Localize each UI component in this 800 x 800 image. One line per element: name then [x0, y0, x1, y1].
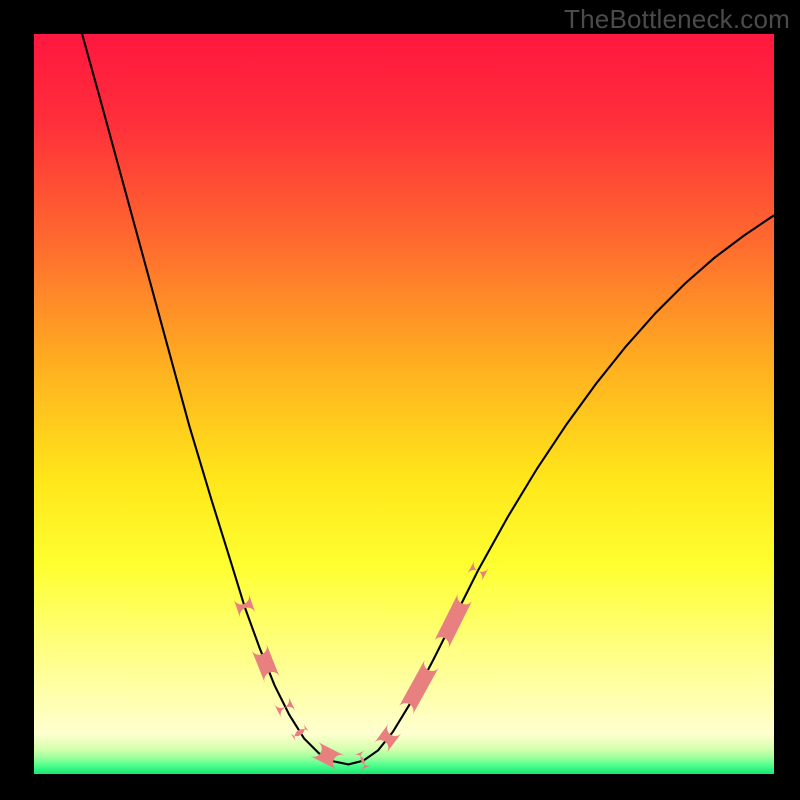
plot-background-gradient [34, 34, 774, 774]
watermark-text: TheBottleneck.com [564, 4, 790, 35]
chart-canvas: TheBottleneck.com [0, 0, 800, 800]
bottleneck-v-curve [0, 0, 800, 800]
